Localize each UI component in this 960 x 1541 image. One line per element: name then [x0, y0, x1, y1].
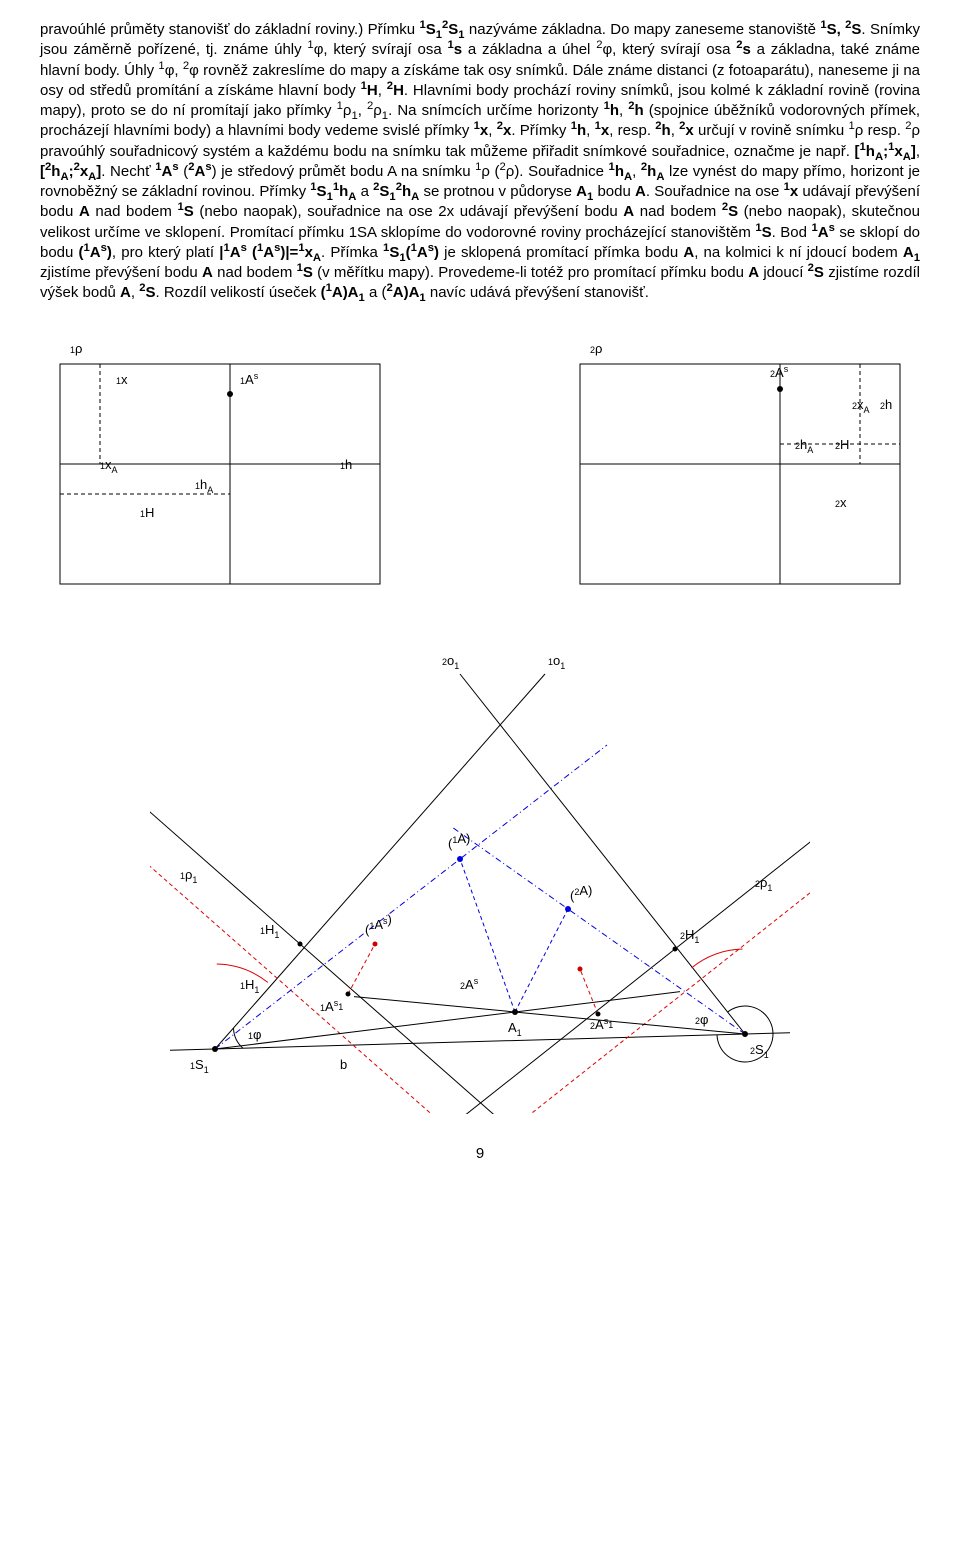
svg-text:2As: 2As	[460, 976, 479, 992]
svg-text:2ρ1: 2ρ1	[755, 875, 772, 893]
svg-text:2xA: 2xA	[852, 397, 870, 415]
svg-text:1x: 1x	[116, 372, 128, 387]
svg-text:2H: 2H	[835, 437, 849, 452]
svg-text:2h: 2h	[880, 397, 892, 412]
figure-bottom: 1S12S1b1φ2φ1ρ12ρ11H12H11H11As12As1(1As)2…	[150, 634, 810, 1114]
svg-text:1H: 1H	[140, 505, 154, 520]
svg-text:2hA: 2hA	[795, 437, 813, 455]
figure-row-top: 1ρ 1x 1As 1xA 1hA 1h 1H 2ρ 2As 2xA 2h 2hA 2H 2x	[40, 334, 920, 594]
svg-text:A1: A1	[508, 1020, 522, 1038]
svg-text:(1A): (1A)	[448, 831, 470, 851]
figure-left: 1ρ 1x 1As 1xA 1hA 1h 1H	[40, 334, 400, 594]
svg-text:2As: 2As	[770, 364, 789, 380]
svg-text:2φ: 2φ	[695, 1012, 708, 1027]
svg-text:1xA: 1xA	[100, 457, 118, 475]
svg-text:2x: 2x	[835, 495, 847, 510]
svg-text:1ρ1: 1ρ1	[180, 867, 197, 885]
svg-text:2ρ: 2ρ	[590, 341, 602, 356]
svg-text:2o1: 2o1	[442, 653, 459, 671]
svg-text:b: b	[340, 1057, 347, 1072]
svg-text:1As1: 1As1	[320, 998, 343, 1014]
svg-text:1H1: 1H1	[240, 977, 259, 995]
page-number: 9	[40, 1144, 920, 1164]
svg-text:1o1: 1o1	[548, 653, 565, 671]
svg-text:1hA: 1hA	[195, 477, 213, 495]
svg-text:2S1: 2S1	[750, 1042, 769, 1060]
svg-text:1ρ: 1ρ	[70, 341, 82, 356]
svg-text:1H1: 1H1	[260, 922, 279, 940]
svg-text:1φ: 1φ	[248, 1027, 261, 1042]
body-paragraph: pravoúhlé průměty stanovišť do základní …	[40, 20, 920, 304]
svg-text:(1As): (1As)	[365, 912, 392, 937]
figure-right: 2ρ 2As 2xA 2h 2hA 2H 2x	[560, 334, 920, 594]
svg-text:1h: 1h	[340, 457, 352, 472]
svg-text:(2A): (2A)	[570, 883, 592, 903]
svg-text:1S1: 1S1	[190, 1057, 209, 1075]
svg-text:2As1: 2As1	[590, 1016, 613, 1032]
svg-text:1As: 1As	[240, 371, 259, 387]
